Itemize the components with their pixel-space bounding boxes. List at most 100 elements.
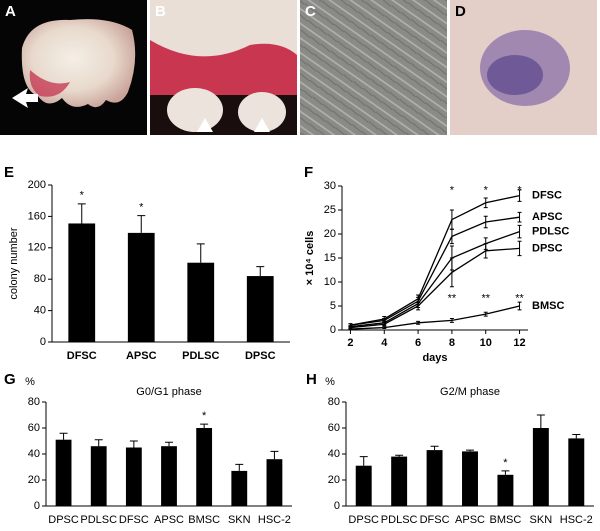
bar — [462, 451, 478, 506]
bar — [161, 446, 177, 506]
error-bar — [483, 197, 488, 209]
error-bar — [235, 463, 244, 471]
x-tick-label: BMSC — [188, 514, 220, 526]
x-tick-label: HSC-2 — [258, 514, 291, 526]
y-tick-label: 40 — [328, 448, 340, 460]
bar — [90, 446, 107, 506]
x-tick-label: HSC-2 — [560, 514, 593, 526]
x-tick-label: APSC — [126, 350, 157, 362]
series-label: DFSC — [532, 190, 562, 202]
error-bar — [129, 440, 138, 448]
bar — [266, 459, 283, 506]
significance-mark: ** — [481, 293, 490, 305]
x-tick-label: DFSC — [67, 350, 97, 362]
y-tick-label: 200 — [28, 179, 46, 191]
error-bar — [483, 243, 488, 259]
significance-mark: * — [202, 410, 207, 422]
photo-a — [0, 0, 147, 135]
y-tick-label: 120 — [28, 242, 46, 254]
series-label: BMSC — [532, 300, 564, 312]
y-tick-label: 80 — [328, 396, 340, 408]
series-label: APSC — [532, 211, 563, 223]
series-label: PDLSC — [532, 226, 569, 238]
error-bar — [449, 317, 454, 323]
x-tick-label: SKN — [530, 514, 553, 526]
error-bar — [572, 434, 581, 439]
x-tick-label: APSC — [154, 514, 184, 526]
x-tick-label: BMSC — [490, 514, 522, 526]
error-bar — [430, 445, 439, 451]
x-tick-label: 12 — [513, 337, 525, 349]
error-bar — [200, 423, 209, 428]
x-axis-label: days — [422, 352, 447, 364]
panel-label: D — [455, 3, 466, 20]
significance-mark: * — [484, 185, 489, 197]
bar — [231, 470, 248, 506]
series-line — [350, 216, 520, 326]
y-axis-label: % — [325, 376, 335, 388]
bar — [125, 447, 142, 506]
series-label: DPSC — [532, 242, 563, 254]
bar — [497, 474, 514, 506]
error-bar — [348, 328, 353, 331]
error-bar — [517, 240, 522, 257]
x-tick-label: APSC — [455, 514, 485, 526]
x-tick-label: DPSC — [245, 350, 276, 362]
significance-mark: * — [503, 457, 508, 469]
y-axis-label: colony number — [8, 227, 20, 299]
error-bar — [270, 450, 279, 460]
series-line — [350, 194, 520, 326]
y-tick-label: 30 — [324, 180, 336, 192]
error-bar — [382, 326, 387, 330]
photo-c — [300, 0, 447, 135]
bar — [355, 465, 372, 506]
y-tick-label: 60 — [328, 422, 340, 434]
error-bar — [536, 414, 545, 428]
error-bar — [59, 432, 68, 440]
bar — [426, 450, 443, 506]
x-tick-label: PDLSC — [381, 514, 418, 526]
panel-label: H — [306, 371, 317, 388]
error-bar — [359, 456, 368, 466]
y-tick-label: 80 — [34, 273, 46, 285]
x-tick-label: PDLSC — [182, 350, 219, 362]
x-tick-label: DPSC — [348, 514, 379, 526]
x-tick-label: 2 — [347, 337, 353, 349]
x-tick-label: 10 — [480, 337, 492, 349]
bar — [391, 456, 408, 506]
y-tick-label: 15 — [324, 252, 336, 264]
photo-b — [150, 0, 297, 135]
x-tick-label: DPSC — [48, 514, 79, 526]
significance-mark: * — [517, 185, 522, 197]
x-tick-label: 8 — [449, 337, 455, 349]
panel-label: E — [4, 164, 14, 181]
error-bar — [483, 215, 488, 229]
chart-title: G2/M phase — [440, 386, 500, 398]
x-tick-label: 4 — [381, 337, 388, 349]
bar — [68, 223, 96, 342]
significance-mark: ** — [515, 293, 524, 305]
photo-d — [450, 0, 597, 135]
y-axis-label: % — [25, 376, 35, 388]
error-bar — [517, 224, 522, 239]
y-tick-label: 0 — [34, 500, 40, 512]
x-tick-label: 6 — [415, 337, 421, 349]
y-tick-label: 5 — [330, 300, 336, 312]
error-bar — [137, 215, 146, 233]
bar — [127, 232, 155, 342]
bar — [568, 438, 585, 506]
error-bar — [449, 257, 454, 288]
error-bar — [449, 228, 454, 245]
panel-label: B — [155, 3, 166, 20]
y-tick-label: 160 — [28, 210, 46, 222]
significance-mark: ** — [448, 293, 457, 305]
y-axis-label: × 10⁴ cells — [304, 231, 316, 286]
error-bar — [501, 470, 510, 475]
panel-label: A — [5, 3, 16, 20]
error-bar — [517, 211, 522, 223]
bar — [246, 276, 274, 342]
panel-label: C — [305, 3, 316, 20]
significance-mark: * — [450, 185, 455, 197]
error-bar — [196, 243, 205, 263]
